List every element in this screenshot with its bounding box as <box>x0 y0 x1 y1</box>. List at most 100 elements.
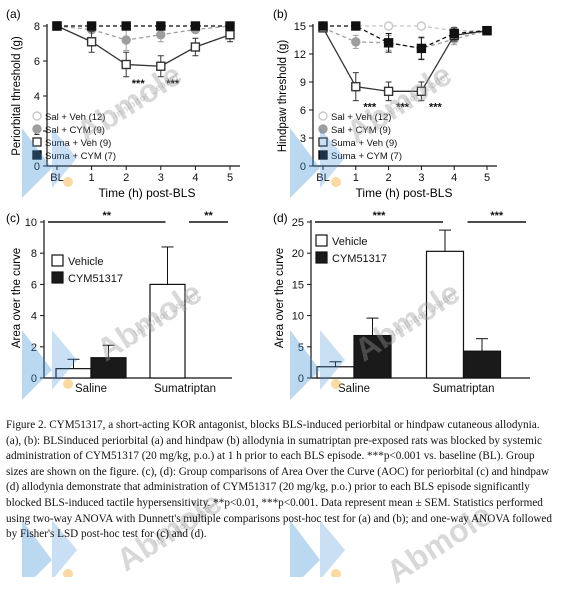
p3-legend-label-0: Vehicle <box>332 236 367 248</box>
p3-y-tick-label-20: 20 <box>292 248 304 260</box>
ylabel-b: Hindpaw threshold (g) <box>277 40 289 153</box>
p2-legend-label-0: Vehicle <box>68 256 103 268</box>
p3-legend-label-1: CYM51317 <box>332 253 387 265</box>
p3-y-tick-label-10: 10 <box>292 311 304 323</box>
p0-point-1-2 <box>121 35 131 45</box>
p3-bar-0-1 <box>353 334 392 379</box>
p0-y-tick-label-4: 4 <box>34 91 40 103</box>
p0-x-tick-label-5: 5 <box>227 172 233 184</box>
p1-significance-1: *** <box>396 102 410 114</box>
p3-category-label-0: Saline <box>338 383 370 395</box>
p2-y-tick-label-10: 10 <box>25 217 37 229</box>
watermark-triangle-b-4 <box>52 520 77 577</box>
watermark-shapes <box>22 128 345 577</box>
p1-point-0-3 <box>416 21 427 31</box>
ylabel-a: Periorbital threshold (g) <box>11 36 23 156</box>
watermark-dot-0 <box>63 177 73 187</box>
p2-legend-swatch-1 <box>51 271 64 284</box>
p1-point-2-3 <box>416 86 427 97</box>
p2-category-label-1: Sumatriptan <box>154 383 216 395</box>
watermark-dot-2 <box>63 379 73 389</box>
p1-legend-label-1: Sal + CYM (9) <box>331 125 391 136</box>
p1-legend-label-3: Suma + CYM (7) <box>331 151 402 162</box>
p1-x-tick-label-BL: BL <box>316 172 329 184</box>
p0-point-2-2 <box>121 59 131 70</box>
p2-y-tick-label-2: 2 <box>31 342 37 354</box>
p3-legend-swatch-0 <box>315 234 328 247</box>
p0-legend-marker-3 <box>32 150 42 160</box>
watermark-triangle-b-0 <box>52 128 77 188</box>
p1-point-3-4 <box>449 28 459 39</box>
p1-x-tick-label-4: 4 <box>451 172 457 184</box>
p1-series-line-2 <box>322 27 488 92</box>
charts-layer: 02468BL12345******Sal + Veh (12)Sal + CY… <box>25 21 530 395</box>
p1-point-3-0 <box>318 21 328 31</box>
p0-x-tick-label-BL: BL <box>50 172 63 184</box>
p0-point-3-4 <box>190 21 201 31</box>
p1-y-tick-label-3: 3 <box>300 133 306 145</box>
p0-point-3-3 <box>156 21 166 31</box>
p0-x-tick-label-4: 4 <box>192 172 198 184</box>
p0-x-tick-label-1: 1 <box>89 172 95 184</box>
p0-y-tick-label-8: 8 <box>34 21 40 33</box>
p0-y-tick-label-6: 6 <box>34 56 40 68</box>
p0-series-line-2 <box>56 25 231 67</box>
p2-legend-swatch-0 <box>51 254 64 267</box>
p1-y-tick-label-12: 12 <box>294 49 306 61</box>
watermark-triangle-3 <box>290 330 320 400</box>
watermark-triangle-4 <box>22 520 52 577</box>
p0-significance-0: *** <box>132 78 146 90</box>
p0-legend-label-0: Sal + Veh (12) <box>45 112 105 123</box>
watermark-dot-5 <box>331 569 341 577</box>
p0-point-2-3 <box>156 61 166 71</box>
watermark-triangle-b-2 <box>52 330 77 390</box>
p1-point-2-2 <box>383 86 394 97</box>
watermark-triangle-b-5 <box>320 520 345 577</box>
p1-point-3-5 <box>482 25 492 36</box>
p0-legend-label-1: Sal + CYM (9) <box>45 125 105 136</box>
panel-label-d: (d) <box>273 211 288 225</box>
p1-significance-2: *** <box>429 102 443 114</box>
p3-y-tick-label-15: 15 <box>292 279 304 291</box>
watermark-triangle-b-3 <box>320 330 345 390</box>
p0-legend-marker-2 <box>32 137 42 147</box>
p1-point-2-1 <box>351 81 361 92</box>
p1-y-tick-label-9: 9 <box>300 77 306 89</box>
p0-legend-label-2: Suma + Veh (9) <box>45 138 111 149</box>
watermark-triangle-5 <box>290 520 320 577</box>
panel-label-b: (b) <box>273 7 288 21</box>
ylabel-c: Area over the curve <box>11 248 23 348</box>
ylabel-d: Area over the curve <box>274 248 286 348</box>
panel-label-c: (c) <box>6 211 20 225</box>
p3-bar-1-0 <box>425 250 465 379</box>
figure-canvas: (a) (b) (c) (d) Time (h) post-BLS Time (… <box>6 7 530 577</box>
watermark-triangle-b-1 <box>320 128 345 188</box>
p0-legend-marker-1 <box>32 124 42 134</box>
p1-y-tick-label-0: 0 <box>300 161 306 173</box>
p0-point-2-5 <box>225 30 235 40</box>
p0-point-3-2 <box>121 21 131 31</box>
p1-point-3-2 <box>383 38 394 48</box>
p0-y-tick-label-0: 0 <box>34 161 40 173</box>
p2-y-tick-label-8: 8 <box>31 248 37 260</box>
p3-category-label-1: Sumatriptan <box>432 383 494 395</box>
watermark-dot-4 <box>63 569 73 577</box>
p0-x-tick-label-2: 2 <box>123 172 129 184</box>
p1-legend-marker-2 <box>318 137 328 147</box>
watermark-dot-3 <box>331 379 341 389</box>
p1-point-1-1 <box>351 37 361 47</box>
p1-legend-label-2: Suma + Veh (9) <box>331 138 397 149</box>
p0-point-2-4 <box>190 42 201 52</box>
p1-x-tick-label-2: 2 <box>386 172 392 184</box>
p2-category-label-0: Saline <box>75 383 107 395</box>
p0-x-tick-label-3: 3 <box>158 172 164 184</box>
p3-significance-label-1: *** <box>490 210 504 222</box>
p0-point-3-5 <box>225 21 235 31</box>
p0-point-3-1 <box>86 21 97 31</box>
p1-point-0-2 <box>383 21 394 31</box>
p3-significance-label-0: *** <box>373 210 387 222</box>
xlabel-b: Time (h) post-BLS <box>356 186 453 200</box>
p2-y-tick-label-6: 6 <box>31 279 37 291</box>
p1-legend-label-0: Sal + Veh (12) <box>331 112 391 123</box>
p0-point-3-0 <box>52 21 62 31</box>
